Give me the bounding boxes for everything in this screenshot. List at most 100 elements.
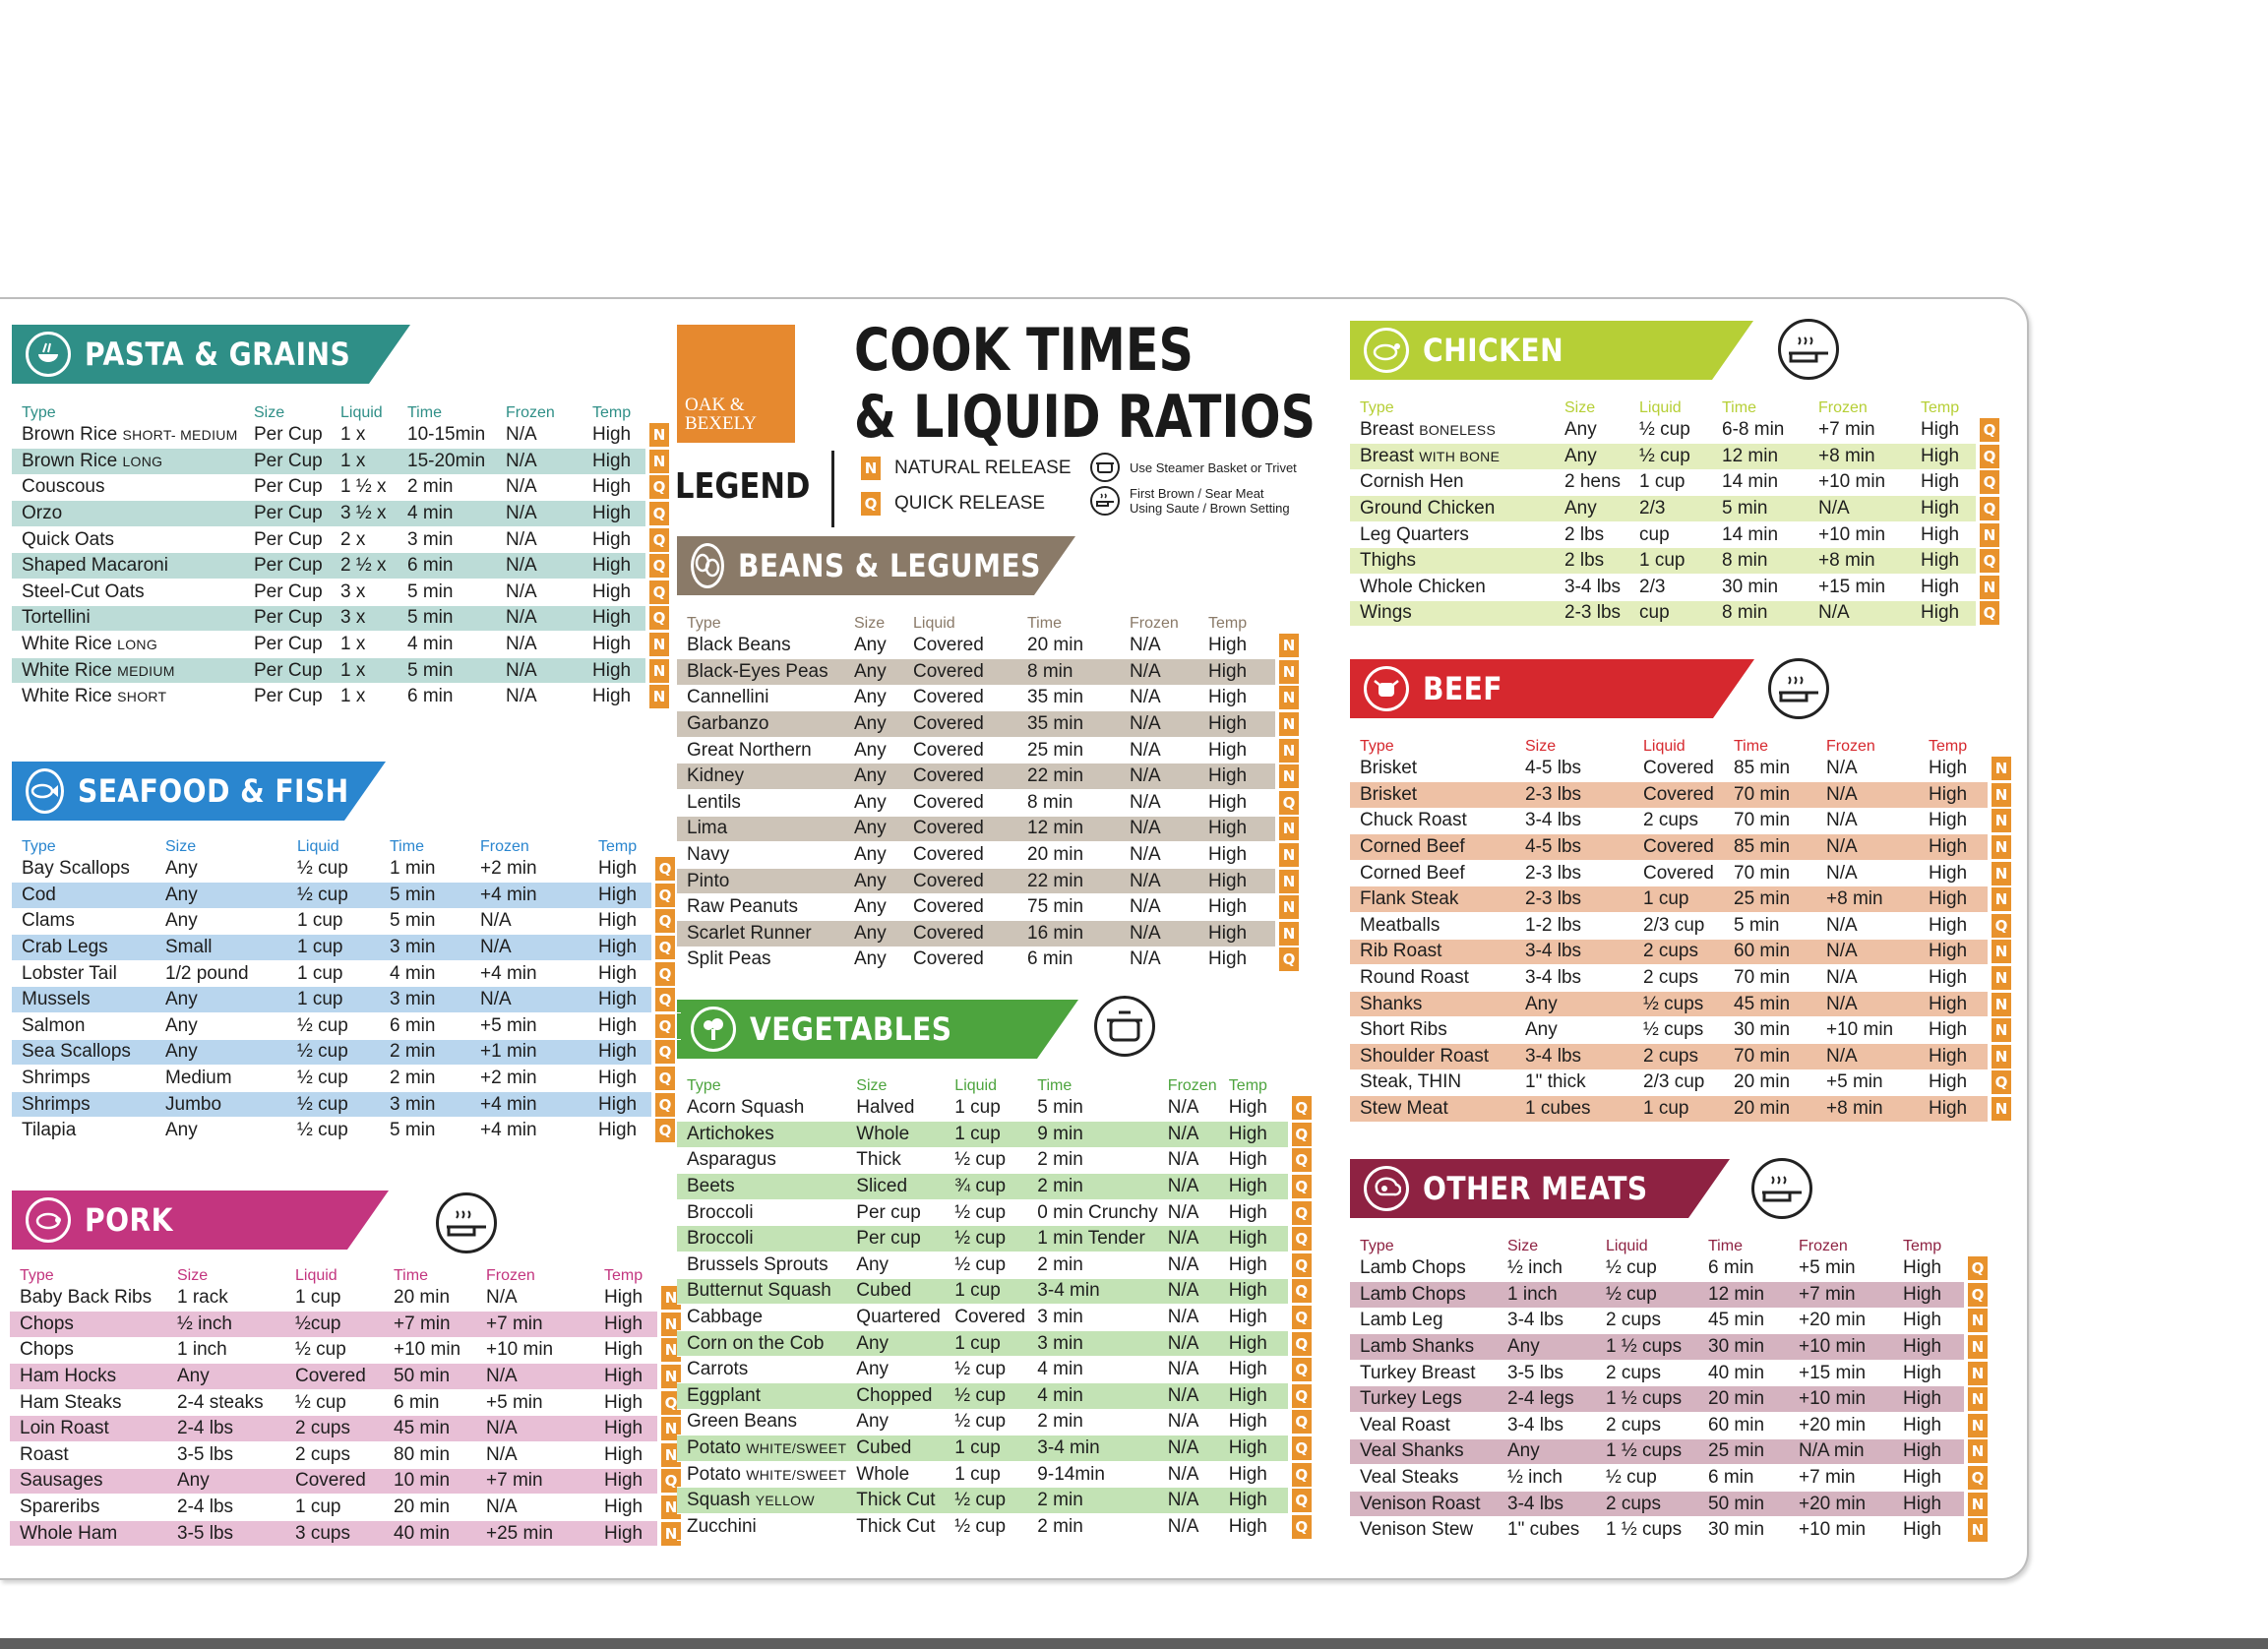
table-header-row: Type Size Liquid Time Frozen Temp [12, 397, 675, 422]
cell-temp: High [1893, 1360, 1964, 1387]
cell-frozen: N/A [496, 448, 582, 475]
table-row: Salmon Any ½ cup 6 min +5 min High Q [12, 1012, 681, 1040]
cell-liquid: ½ cup [945, 1409, 1028, 1436]
cell-frozen: N/A [1157, 1487, 1219, 1514]
cell-frozen: N/A [496, 422, 582, 450]
cell-release: Q [1976, 443, 2005, 470]
cell-frozen: N/A [476, 1363, 594, 1390]
saute-pan-icon [1090, 486, 1120, 516]
cell-type: Couscous [12, 474, 244, 502]
type-label: Orzo [22, 503, 63, 524]
type-label: Venison Roast [1360, 1493, 1481, 1514]
cell-size: Any [844, 841, 903, 869]
cell-release: Q [1287, 1173, 1318, 1200]
cell-type: Brisket [1350, 781, 1515, 809]
natural-release-badge: N [1992, 757, 2011, 781]
column-header: Time [1027, 615, 1062, 632]
column-header: Temp [1921, 399, 1960, 416]
cell-temp: High [1218, 1199, 1288, 1227]
table-row: Shrimps Jumbo ½ cup 3 min +4 min High Q [12, 1091, 681, 1119]
quick-release-badge: Q [1291, 1383, 1312, 1408]
quick-release-badge: Q [649, 554, 669, 579]
cell-frozen: N/A [476, 1494, 594, 1521]
legend-brown: First Brown / Sear Meat Using Saute / Br… [1090, 486, 1290, 516]
cell-temp: High [582, 552, 645, 580]
table-row: Crab Legs Small 1 cup 3 min N/A High Q [12, 934, 681, 961]
cell-size: Cubed [846, 1278, 946, 1306]
cell-type: Sea Scallops [12, 1039, 155, 1067]
cell-temp: High [588, 1039, 651, 1067]
quick-release-badge: Q [1980, 497, 1999, 521]
cell-temp: High [1919, 1016, 1988, 1045]
table-row: Meatballs 1-2 lbs 2/3 cup 5 min N/A High Q [1350, 912, 2017, 940]
type-label: Potato [687, 1437, 741, 1459]
cell-liquid: Covered [1633, 756, 1724, 783]
cell-temp: High [588, 960, 651, 988]
table-row: Lamb Leg 3-4 lbs 2 cups 45 min +20 min High N [1350, 1308, 1993, 1335]
cell-liquid: 2 cups [285, 1441, 384, 1469]
cell-size: 2-4 legs [1498, 1385, 1596, 1414]
cell-temp: High [1919, 886, 1988, 914]
cell-liquid: ½ cup [287, 856, 380, 884]
cell-time: 9-14min [1027, 1461, 1158, 1489]
cell-size: Any [844, 633, 903, 660]
cell-release: N [1275, 868, 1305, 895]
cell-size: 1-2 lbs [1515, 912, 1633, 940]
natural-release-badge: N [1968, 1518, 1988, 1543]
cell-size: 2-3 lbs [1515, 860, 1633, 887]
cell-frozen: +5 min [476, 1389, 594, 1417]
vegetables-steamer-basket-icon [1094, 996, 1155, 1057]
type-qualifier: LONG [122, 453, 163, 469]
cell-frozen: N/A min [1789, 1438, 1893, 1466]
type-label: Split Peas [687, 948, 771, 970]
type-qualifier: WHITE/SWEET [746, 1440, 847, 1457]
table-row: Whole Chicken 3-4 lbs 2/3 30 min +15 min High… [1350, 574, 2005, 601]
cell-type: Navy [677, 841, 844, 869]
natural-release-badge: N [649, 449, 669, 473]
natural-release-badge: N [1279, 817, 1299, 841]
cow-icon [1364, 666, 1409, 711]
cell-temp: High [594, 1389, 657, 1417]
cell-size: Any [1515, 991, 1633, 1018]
beef-saute-pan-icon [1768, 658, 1829, 719]
table-row: Cannellini Any Covered 35 min N/A High N [677, 685, 1305, 712]
cell-size: Any [155, 1117, 287, 1145]
cell-frozen: N/A [1157, 1225, 1219, 1253]
cell-time: 6 min [380, 1012, 470, 1040]
quick-release-badge: Q [1291, 1227, 1312, 1252]
cell-release: Q [1287, 1225, 1318, 1253]
cell-release: Q [1287, 1199, 1318, 1227]
cell-release: N [1988, 1016, 2017, 1045]
column-header: Frozen [1130, 615, 1179, 632]
cell-type: Veal Roast [1350, 1412, 1498, 1439]
cell-type: Lobster Tail [12, 960, 155, 988]
table-row: Clams Any 1 cup 5 min N/A High Q [12, 908, 681, 936]
cell-time: 85 min [1724, 756, 1816, 783]
cell-frozen: N/A [1808, 600, 1911, 628]
cell-liquid: ½ cup [287, 1091, 380, 1119]
cell-liquid: Covered [903, 710, 1017, 738]
cell-type: Bay Scallops [12, 856, 155, 884]
logo-line-2: BEXELY [685, 413, 758, 434]
cell-release: N [1275, 685, 1305, 712]
column-header: Time [407, 404, 442, 421]
cell-size: 3-4 lbs [1515, 808, 1633, 835]
quick-release-badge: Q [655, 961, 675, 986]
type-label: Rib Roast [1360, 941, 1442, 962]
table-row: Lamb Shanks Any 1 ½ cups 30 min +10 min High N [1350, 1333, 1993, 1361]
cell-type: Veal Steaks [1350, 1464, 1498, 1492]
cell-temp: High [588, 908, 651, 936]
cell-frozen: N/A [1157, 1147, 1219, 1175]
table-row: Brisket 4-5 lbs Covered 85 min N/A High N [1350, 756, 2017, 783]
cell-release: Q [645, 605, 675, 633]
cell-temp: High [594, 1337, 657, 1365]
natural-release-badge: N [1992, 966, 2011, 991]
natural-release-badge: N [1968, 1309, 1988, 1333]
type-label: Brown Rice [22, 424, 118, 446]
cell-size: Per Cup [244, 605, 331, 633]
cell-liquid: 2/3 cup [1633, 912, 1724, 940]
cell-liquid: 1 x [331, 422, 398, 450]
cell-time: 85 min [1724, 833, 1816, 861]
